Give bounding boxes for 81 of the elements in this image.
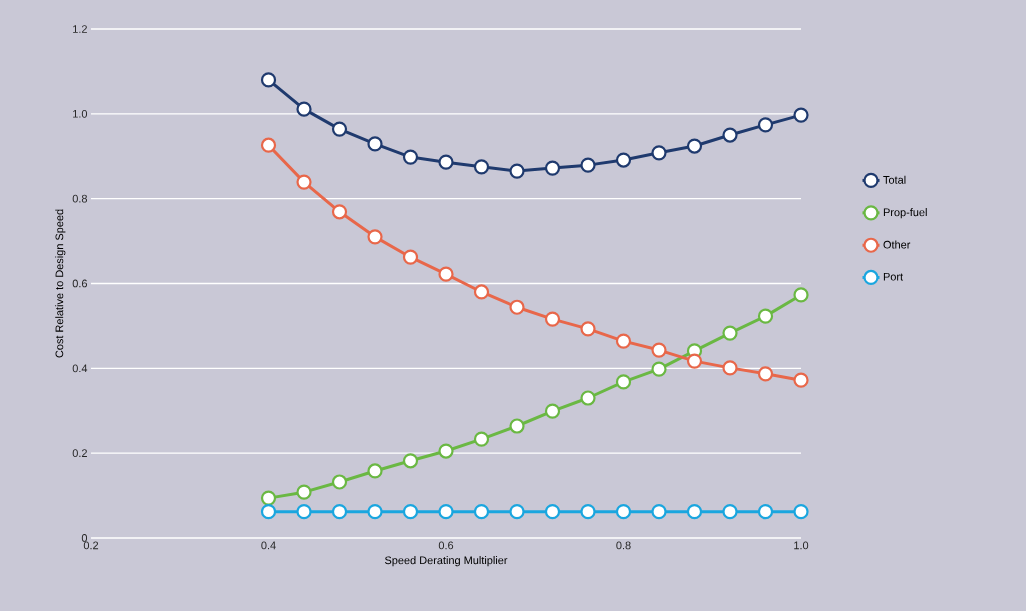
point xyxy=(438,443,454,459)
point xyxy=(793,372,809,388)
point xyxy=(260,490,277,506)
point xyxy=(544,311,561,327)
point xyxy=(615,152,632,168)
point xyxy=(686,504,703,520)
x-tick-label: 1.0 xyxy=(794,541,809,550)
y-tick-label: 0 xyxy=(81,534,88,542)
point xyxy=(438,504,454,520)
y-tick-label: 0.4 xyxy=(72,364,88,373)
point xyxy=(509,504,525,520)
y-tick-label: 0.2 xyxy=(72,449,87,458)
point xyxy=(544,403,561,419)
point xyxy=(651,504,667,520)
point xyxy=(722,127,738,143)
point xyxy=(509,163,525,179)
point xyxy=(722,325,738,341)
point xyxy=(473,284,490,300)
x-tick-label: 0.6 xyxy=(438,541,454,550)
legend-label: Prop-fuel xyxy=(883,208,927,219)
point xyxy=(367,229,383,245)
x-tick-label: 0.2 xyxy=(83,541,99,550)
point xyxy=(615,333,632,349)
point xyxy=(793,287,809,303)
point xyxy=(331,121,348,137)
point xyxy=(367,504,383,520)
legend-label: Other xyxy=(883,240,911,249)
point xyxy=(473,159,490,175)
point xyxy=(473,431,490,447)
legend-label: Port xyxy=(883,272,904,281)
point xyxy=(615,504,632,520)
x-axis-title: Speed Derating Multiplier xyxy=(384,556,508,567)
point xyxy=(402,453,419,469)
point xyxy=(544,160,561,176)
point xyxy=(686,353,703,369)
point xyxy=(580,157,596,173)
point xyxy=(509,418,525,434)
point xyxy=(615,374,632,390)
x-tick-label: 0.8 xyxy=(616,541,631,550)
point xyxy=(296,504,312,520)
point xyxy=(473,504,490,520)
legend-label: Total xyxy=(883,175,906,184)
point xyxy=(331,204,348,220)
point xyxy=(757,366,774,382)
point xyxy=(686,138,703,154)
point xyxy=(438,266,454,282)
point xyxy=(296,174,312,190)
y-tick-label: 1.0 xyxy=(73,109,88,118)
point xyxy=(260,504,277,520)
point xyxy=(580,321,596,337)
point xyxy=(722,504,738,520)
point xyxy=(296,484,312,500)
point xyxy=(331,474,348,490)
point xyxy=(260,72,277,88)
point xyxy=(402,249,419,265)
point xyxy=(722,360,738,376)
point xyxy=(757,308,774,324)
point xyxy=(331,504,348,520)
point xyxy=(580,504,596,520)
y-tick-label: 0.6 xyxy=(72,279,88,288)
point xyxy=(651,361,667,377)
point xyxy=(580,390,596,406)
point xyxy=(544,504,561,520)
point xyxy=(367,136,383,152)
point xyxy=(402,149,419,165)
point xyxy=(757,117,774,133)
y-tick-label: 0.8 xyxy=(72,194,88,203)
point xyxy=(757,504,774,520)
point xyxy=(296,101,312,117)
point xyxy=(793,107,809,123)
point xyxy=(402,504,419,520)
point xyxy=(260,137,277,153)
x-tick-label: 0.4 xyxy=(261,541,276,550)
y-axis-title: Cost Relative to Design Speed xyxy=(55,209,66,358)
point xyxy=(509,299,525,315)
point xyxy=(367,463,383,479)
point xyxy=(651,145,667,161)
point xyxy=(651,342,667,358)
y-tick-label: 1.2 xyxy=(73,25,87,33)
point xyxy=(438,154,454,170)
point xyxy=(793,504,809,520)
